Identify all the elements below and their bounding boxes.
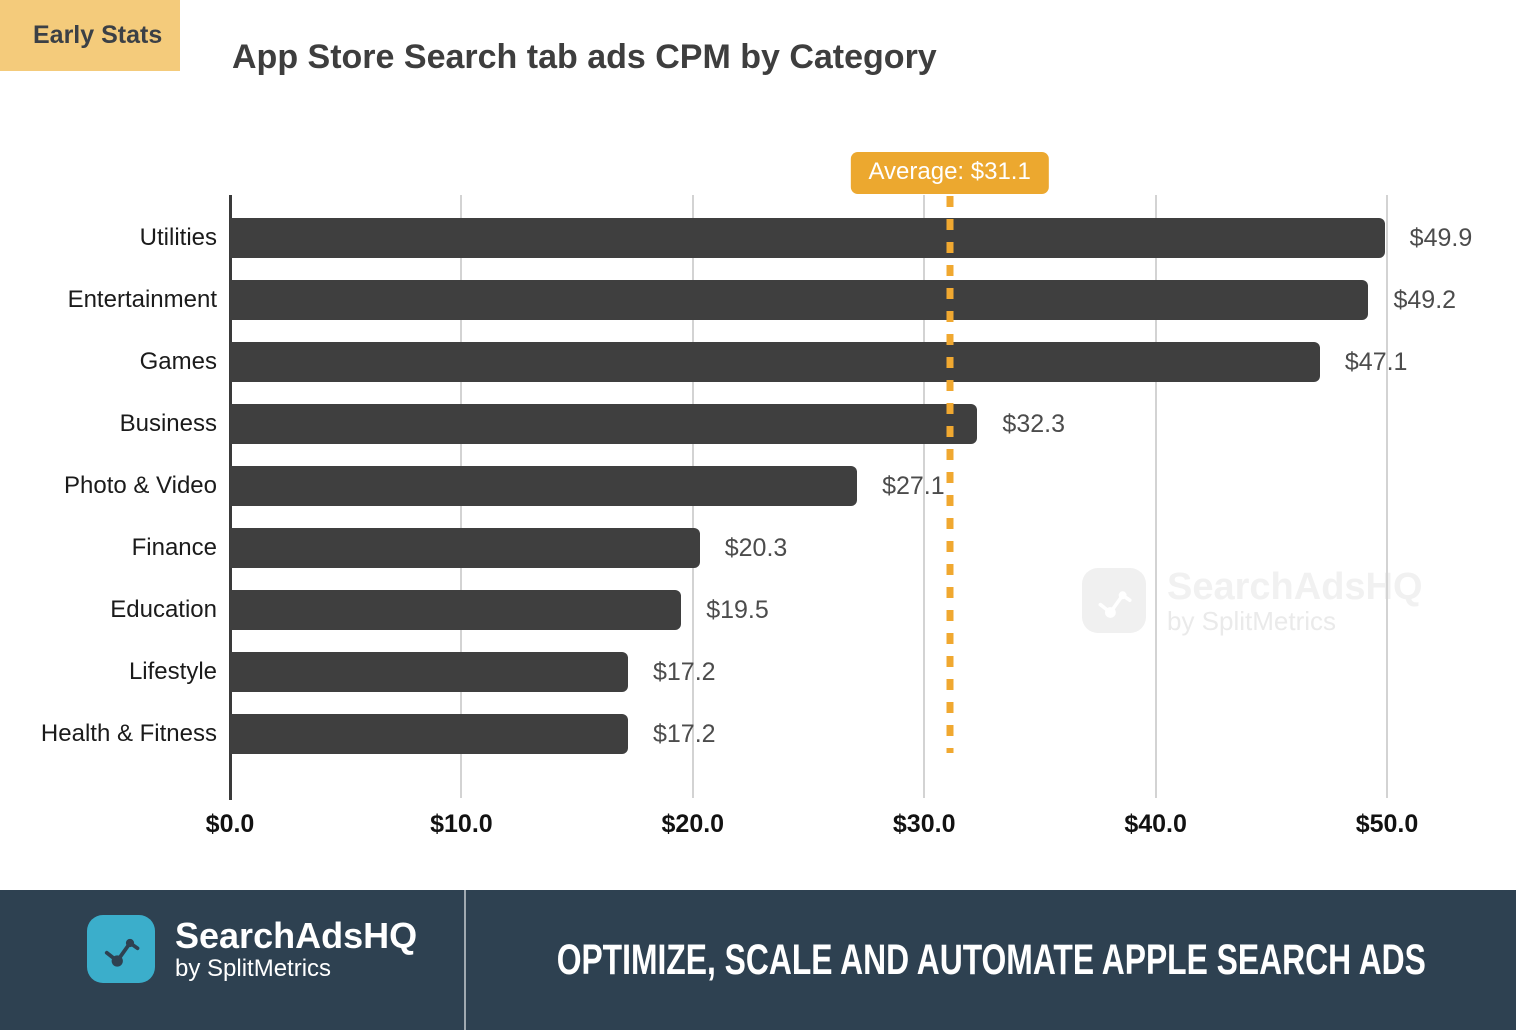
category-label: Photo & Video (63, 472, 217, 499)
chart-row-education: Education $19.5 (110, 590, 1387, 630)
gridline (1386, 195, 1388, 798)
category-label: Finance (131, 534, 217, 561)
line-chart-icon (104, 938, 140, 967)
chart-row-entertainment: Entertainment $49.2 (68, 280, 1456, 320)
x-tick-label: $10.0 (430, 810, 493, 838)
value-label: $17.2 (653, 720, 716, 748)
early-stats-label: Early Stats (33, 21, 163, 49)
chart-row-health-fitness: Health & Fitness $17.2 (41, 714, 1387, 754)
value-label: $49.9 (1409, 224, 1473, 252)
footer-slogan: OPTIMIZE, SCALE AND AUTOMATE APPLE SEARC… (556, 935, 1426, 984)
bar-photo-video (230, 466, 858, 506)
category-label: Business (119, 410, 217, 437)
footer: SearchAdsHQ by SplitMetrics OPTIMIZE, SC… (0, 890, 1516, 1030)
x-tick-label: $0.0 (205, 810, 255, 838)
watermark-logo-icon (1082, 568, 1146, 633)
early-stats-badge: Early Stats (0, 0, 180, 71)
bar-business (230, 404, 978, 444)
chart-row-lifestyle: Lifestyle $17.2 (129, 652, 1387, 692)
category-label: Games (139, 348, 217, 375)
bar-utilities (230, 218, 1385, 258)
searchadshq-logo-icon (87, 915, 155, 983)
value-label: $27.1 (882, 472, 945, 500)
cpm-bar-chart: Average: $31.1 $0.0 $10.0 $20.0 $30.0 $40.0 $… (41, 152, 1472, 838)
average-line (946, 196, 954, 753)
footer-logo: SearchAdsHQ by SplitMetrics (87, 915, 417, 983)
watermark: SearchAdsHQ by SplitMetrics (1082, 568, 1423, 636)
gridline (1154, 195, 1157, 798)
category-label: Utilities (139, 224, 217, 251)
category-label: Education (110, 596, 217, 623)
chart-row-finance: Finance $20.3 (132, 528, 1387, 568)
chart-row-photo-video: Photo & Video $27.1 (64, 466, 1387, 506)
value-label: $32.3 (1002, 410, 1065, 438)
bar-education (230, 590, 682, 630)
x-tick-label: $30.0 (892, 810, 956, 838)
page-title: App Store Search tab ads CPM by Category (232, 38, 937, 76)
value-label: $20.3 (724, 534, 788, 562)
value-label: $17.2 (653, 658, 716, 686)
chart-row-business: Business $32.3 (120, 404, 1387, 444)
footer-divider (464, 890, 466, 1030)
average-badge: Average: $31.1 (850, 152, 1049, 194)
watermark-brand: SearchAdsHQ (1167, 566, 1423, 608)
value-label: $47.1 (1344, 348, 1408, 376)
category-label: Lifestyle (128, 658, 217, 685)
value-label: $19.5 (706, 596, 769, 624)
bar-games (230, 342, 1320, 382)
bar-entertainment (230, 280, 1369, 320)
x-tick-label: $50.0 (1355, 810, 1419, 838)
chart-row-games: Games $47.1 (140, 342, 1407, 382)
value-label: $49.2 (1393, 286, 1457, 314)
category-label: Entertainment (67, 286, 217, 313)
footer-brand-subtitle: by SplitMetrics (175, 955, 332, 982)
bar-finance (230, 528, 700, 568)
x-tick-label: $40.0 (1124, 810, 1187, 838)
gridline (923, 195, 926, 798)
bar-lifestyle (230, 652, 628, 692)
x-tick-label: $20.0 (661, 810, 725, 838)
chart-row-utilities: Utilities $49.9 (140, 218, 1472, 258)
footer-brand: SearchAdsHQ (175, 915, 418, 956)
bar-health-fitness (230, 714, 628, 754)
line-chart-icon (1098, 590, 1132, 618)
category-label: Health & Fitness (40, 720, 217, 747)
watermark-subtitle: by SplitMetrics (1167, 606, 1337, 636)
